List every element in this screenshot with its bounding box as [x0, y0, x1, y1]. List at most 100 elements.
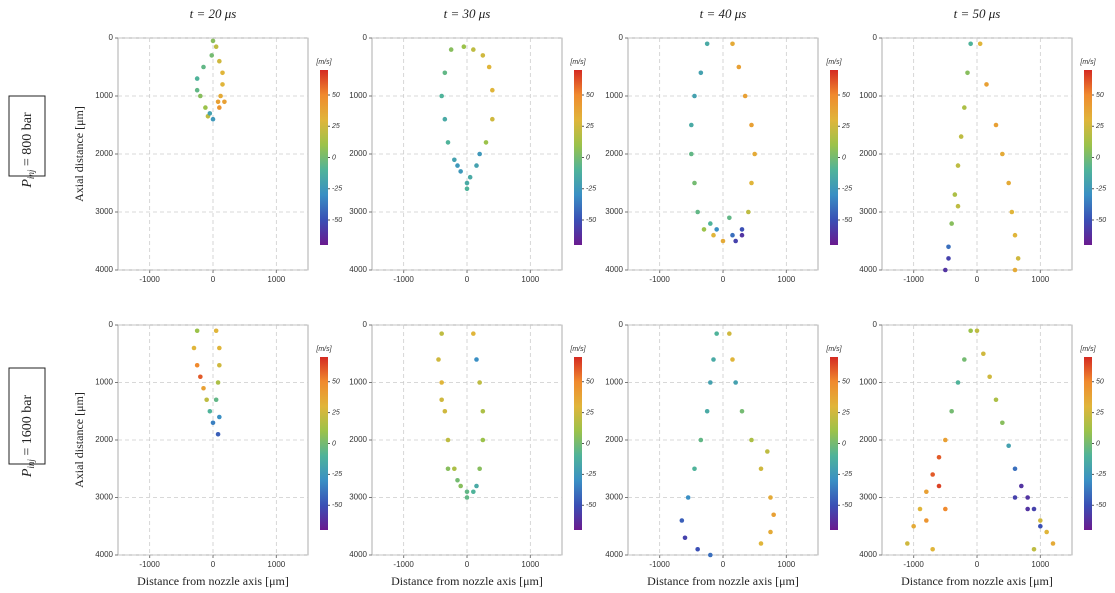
- data-point: [993, 397, 999, 403]
- y-axis-label: Axial distance [μm]: [72, 392, 86, 488]
- data-point: [213, 328, 219, 334]
- data-point: [711, 357, 716, 362]
- data-point: [714, 227, 719, 232]
- data-point: [955, 380, 961, 385]
- x-tick-label: 1000: [267, 560, 285, 569]
- colorbar-tick-label: 0: [332, 154, 336, 161]
- row-label-rest: = 800 bar: [20, 112, 35, 170]
- data-point: [692, 93, 697, 99]
- colorbar-tick-label: 25: [1095, 123, 1104, 130]
- data-point: [207, 408, 213, 414]
- colorbar-tick-label: -25: [332, 186, 342, 193]
- data-point: [768, 495, 773, 500]
- x-tick-label: 0: [465, 275, 470, 284]
- x-tick-label: -1000: [903, 560, 924, 569]
- data-point: [936, 483, 942, 489]
- y-tick-label: 1000: [349, 378, 367, 387]
- data-point: [1000, 151, 1005, 157]
- colorbar-label: [m/s]: [1079, 59, 1096, 66]
- colorbar-tick-label: 50: [332, 92, 340, 99]
- data-point: [924, 518, 929, 523]
- data-point: [708, 380, 713, 385]
- row-label-symbol: P: [20, 468, 35, 478]
- x-tick-label: 0: [975, 275, 980, 284]
- data-point: [471, 489, 476, 495]
- y-tick-label: 4000: [605, 550, 623, 559]
- data-point: [1038, 518, 1043, 523]
- data-point: [203, 105, 208, 110]
- data-point: [220, 70, 225, 76]
- data-point: [445, 437, 451, 443]
- data-point: [215, 380, 221, 385]
- data-point: [210, 116, 216, 122]
- row-label-rest: = 1600 bar: [20, 394, 35, 459]
- x-tick-label: -1000: [649, 275, 670, 284]
- row-label-subscript: inj: [26, 459, 36, 469]
- data-point: [480, 53, 486, 58]
- data-point: [474, 357, 479, 362]
- data-point: [698, 70, 704, 76]
- data-point: [708, 221, 713, 226]
- x-tick-label: 0: [721, 560, 726, 569]
- data-point: [917, 506, 923, 512]
- y-tick-label: 0: [109, 320, 114, 329]
- x-tick-label: 0: [211, 560, 216, 569]
- data-point: [692, 466, 697, 472]
- x-tick-label: -1000: [393, 275, 414, 284]
- colorbar-tick-label: -50: [332, 502, 342, 509]
- data-point: [215, 99, 221, 105]
- colorbar-tick-label: -25: [332, 471, 342, 478]
- colorbar: [320, 357, 328, 530]
- x-tick-label: 1000: [1031, 275, 1049, 284]
- colorbar-tick-label: -50: [332, 217, 342, 224]
- x-tick-label: 0: [465, 560, 470, 569]
- colorbar-label: [m/s]: [315, 59, 332, 66]
- colorbar-tick-label: -50: [842, 502, 852, 509]
- colorbar-tick-label: 25: [1095, 409, 1104, 416]
- data-point: [949, 221, 954, 226]
- data-point: [445, 466, 451, 472]
- data-point: [981, 351, 986, 357]
- colorbar-tick-label: -25: [586, 471, 596, 478]
- x-tick-label: 1000: [777, 275, 795, 284]
- colorbar-tick-label: 0: [332, 440, 336, 447]
- data-point: [730, 41, 735, 47]
- data-point: [1012, 466, 1018, 472]
- data-point: [955, 203, 961, 209]
- data-point: [758, 541, 764, 546]
- data-point: [201, 385, 206, 391]
- data-point: [455, 163, 460, 168]
- y-tick-label: 0: [363, 320, 368, 329]
- data-point: [730, 357, 735, 362]
- data-point: [1012, 495, 1018, 500]
- colorbar-tick-label: 25: [585, 123, 594, 130]
- data-point: [1019, 483, 1024, 489]
- data-point: [695, 546, 700, 552]
- y-tick-label: 3000: [605, 207, 623, 216]
- data-point: [1025, 506, 1030, 512]
- data-point: [965, 70, 970, 76]
- data-point: [943, 506, 948, 512]
- data-point: [930, 546, 935, 552]
- colorbar-tick-label: 25: [331, 409, 340, 416]
- data-point: [749, 122, 754, 128]
- data-point: [695, 209, 700, 215]
- data-point: [930, 472, 935, 477]
- data-point: [220, 82, 225, 87]
- y-tick-label: 3000: [605, 493, 623, 502]
- colorbar: [830, 357, 838, 530]
- data-point: [1006, 443, 1011, 449]
- data-point: [1000, 420, 1005, 426]
- colorbar-tick-label: 50: [1096, 379, 1104, 386]
- data-point: [217, 414, 222, 420]
- y-tick-label: 2000: [859, 435, 877, 444]
- y-tick-label: 3000: [859, 207, 877, 216]
- data-point: [946, 256, 951, 261]
- data-point: [952, 192, 958, 197]
- row-label-subscript: inj: [26, 169, 36, 179]
- data-point: [758, 466, 764, 472]
- data-point: [679, 518, 685, 523]
- data-point: [455, 477, 460, 483]
- colorbar-tick-label: -25: [842, 186, 852, 193]
- y-tick-label: 4000: [349, 550, 367, 559]
